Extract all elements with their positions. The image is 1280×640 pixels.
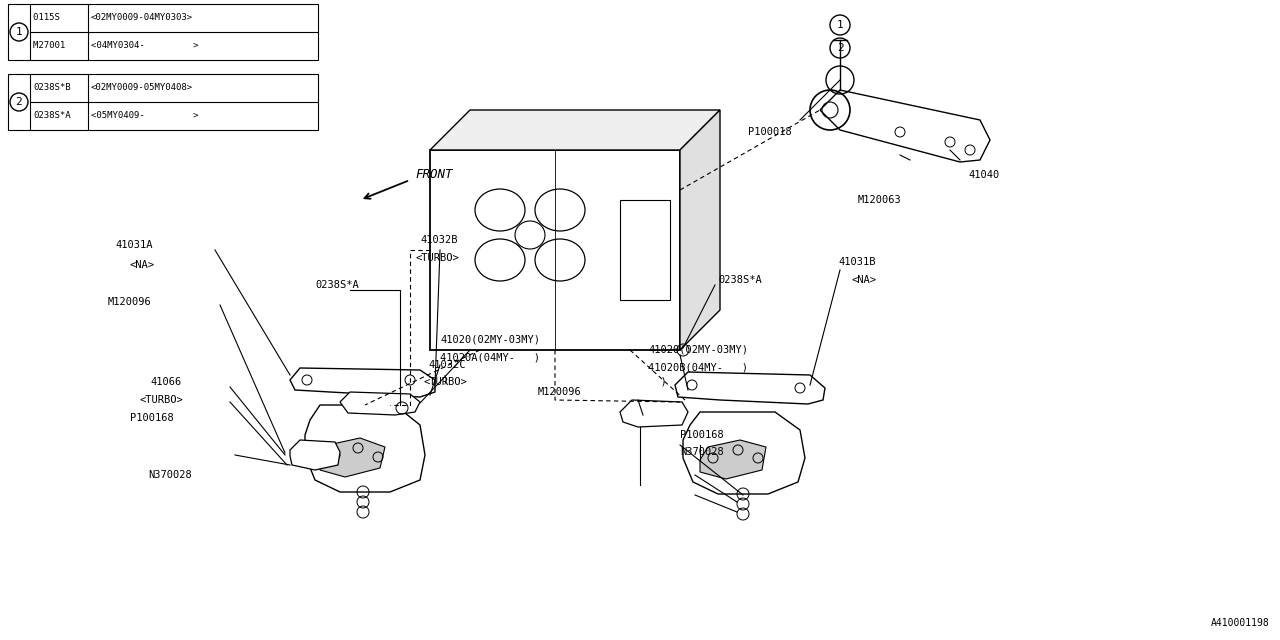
Ellipse shape: [475, 239, 525, 281]
Text: <TURBO>: <TURBO>: [424, 377, 467, 387]
Text: <02MY0009-05MY0408>: <02MY0009-05MY0408>: [91, 83, 193, 93]
Polygon shape: [340, 392, 420, 415]
Text: 0115S: 0115S: [33, 13, 76, 22]
Text: 41031A: 41031A: [115, 240, 152, 250]
Text: 41032B: 41032B: [420, 235, 457, 245]
Polygon shape: [291, 440, 340, 470]
Text: 0238S*A: 0238S*A: [718, 275, 762, 285]
Text: <NA>: <NA>: [852, 275, 877, 285]
Text: <04MY0304-         >: <04MY0304- >: [91, 42, 198, 51]
Text: 41031B: 41031B: [838, 257, 876, 267]
Text: M27001: M27001: [33, 42, 76, 51]
Text: 41020(02MY-03MY): 41020(02MY-03MY): [440, 335, 540, 345]
Text: <05MY0409-         >: <05MY0409- >: [91, 111, 198, 120]
Text: P100018: P100018: [748, 127, 792, 137]
Text: P100168: P100168: [680, 430, 723, 440]
Ellipse shape: [535, 239, 585, 281]
Bar: [8, 4, 317, 60]
Polygon shape: [430, 150, 680, 350]
Polygon shape: [700, 440, 765, 479]
Ellipse shape: [515, 221, 545, 249]
Text: M120063: M120063: [858, 195, 901, 205]
Polygon shape: [291, 368, 435, 397]
Text: 1: 1: [837, 20, 844, 30]
Text: P100168: P100168: [131, 413, 174, 423]
Text: 1: 1: [15, 27, 22, 37]
Polygon shape: [430, 110, 719, 150]
Text: FRONT: FRONT: [415, 168, 453, 182]
Text: M120096: M120096: [538, 387, 581, 397]
Text: 41032C: 41032C: [428, 360, 466, 370]
Text: <TURBO>: <TURBO>: [415, 253, 458, 263]
Text: ): ): [648, 377, 667, 387]
Bar: [8, 74, 317, 130]
Polygon shape: [305, 405, 425, 492]
Text: 2: 2: [15, 97, 22, 107]
Text: 0238S*A: 0238S*A: [33, 111, 70, 120]
Text: 41066: 41066: [150, 377, 182, 387]
Ellipse shape: [475, 189, 525, 231]
Ellipse shape: [535, 189, 585, 231]
Polygon shape: [684, 412, 805, 494]
Text: 41040: 41040: [968, 170, 1000, 180]
Text: 0238S*A: 0238S*A: [315, 280, 358, 290]
Bar: [620, 200, 669, 300]
Text: 0238S*B: 0238S*B: [33, 83, 70, 93]
Polygon shape: [820, 90, 989, 162]
Text: ): ): [430, 375, 449, 385]
Text: A410001198: A410001198: [1211, 618, 1270, 628]
Text: <NA>: <NA>: [131, 260, 155, 270]
Text: 41020B(04MY-   ): 41020B(04MY- ): [648, 362, 748, 372]
Polygon shape: [620, 400, 689, 427]
Text: <02MY0009-04MY0303>: <02MY0009-04MY0303>: [91, 13, 193, 22]
Text: N370028: N370028: [680, 447, 723, 457]
Text: 2: 2: [837, 43, 844, 53]
Text: N370028: N370028: [148, 470, 192, 480]
Text: M120096: M120096: [108, 297, 152, 307]
Text: <TURBO>: <TURBO>: [140, 395, 184, 405]
Polygon shape: [675, 372, 826, 404]
Polygon shape: [320, 438, 385, 477]
Text: 41020A(04MY-   ): 41020A(04MY- ): [440, 352, 540, 362]
Polygon shape: [680, 110, 719, 350]
Text: 41020(02MY-03MY): 41020(02MY-03MY): [648, 345, 748, 355]
